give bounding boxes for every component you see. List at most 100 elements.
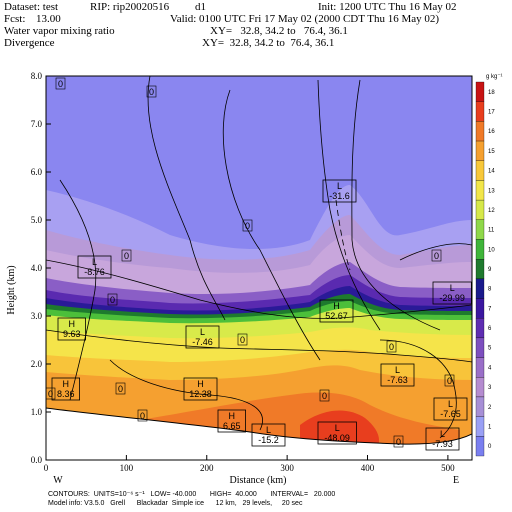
hl-marker-kind: L	[440, 429, 445, 439]
colorbar-swatch	[475, 259, 485, 279]
x-axis: 0 100 200 300 400 500	[44, 455, 455, 473]
colorbar-label: 17	[488, 110, 495, 116]
hl-marker-box	[57, 317, 87, 341]
y-tick-label: 3.0	[31, 311, 43, 321]
x-axis-west: W	[53, 475, 63, 486]
colorbar-swatch	[475, 318, 485, 339]
valid-time: Valid: 0100 UTC Fri 17 May 02 (2000 CDT …	[170, 13, 440, 25]
y-axis-label: Height (km)	[6, 265, 17, 314]
colorbar-label: 16	[488, 129, 495, 135]
hl-marker-kind: L	[335, 423, 340, 433]
zero-label: 0	[124, 251, 129, 261]
zero-label-box	[444, 374, 455, 387]
hl-marker-box	[319, 299, 354, 323]
model-info: Model info: V3.5.0 Grell Blackadar Simpl…	[48, 500, 303, 507]
zero-label-box	[55, 77, 66, 90]
dataset-label: Dataset: test	[4, 1, 59, 13]
hl-marker-kind: L	[92, 257, 97, 267]
colorbar-label: 14	[488, 169, 495, 175]
x-tick-label: 0	[44, 463, 49, 473]
zero-label-box	[137, 409, 148, 422]
forecast-label: Fcst:	[4, 13, 26, 25]
zero-label: 0	[322, 391, 327, 401]
hl-marker-value: -48.09	[324, 433, 350, 443]
hl-marker-box	[322, 179, 357, 203]
x-axis-label: Distance (km)	[230, 475, 287, 486]
colorbar-label: 0	[488, 444, 492, 450]
hl-marker-box	[380, 363, 415, 387]
colorbar-swatch	[475, 180, 485, 201]
colorbar-label: 15	[488, 149, 495, 155]
colorbar-swatch	[475, 81, 485, 102]
x-tick-label: 300	[280, 463, 294, 473]
hl-marker-kind: H	[63, 379, 70, 389]
rip-label: RIP: rip20020516	[90, 1, 170, 13]
hl-marker-kind: H	[197, 379, 204, 389]
zero-label: 0	[434, 251, 439, 261]
x-tick-label: 200	[200, 463, 214, 473]
contour-line	[59, 179, 97, 401]
contour-line	[46, 329, 472, 363]
colorbar-label: 8	[488, 287, 492, 293]
zero-labels: 0 0 0 0 0 0 0 0 0 0 0 0 0 0	[45, 77, 455, 448]
hl-marker-box	[432, 281, 472, 305]
y-tick-label: 1.0	[31, 407, 43, 417]
hl-marker-kind: L	[266, 425, 271, 435]
zero-label-box	[146, 85, 157, 98]
zero-label-box	[237, 333, 248, 346]
hl-marker-kind: H	[69, 319, 76, 329]
hl-marker-value: 9.63	[63, 329, 81, 339]
contour-line	[147, 76, 226, 321]
zero-label: 0	[245, 221, 250, 231]
colorbar-swatch	[475, 337, 485, 358]
hl-marker-box	[317, 421, 357, 445]
hl-marker-kind: H	[229, 411, 236, 421]
x-tick-label: 100	[120, 463, 134, 473]
hl-marker-kind: L	[448, 399, 453, 409]
hl-marker-value: 6.65	[223, 421, 241, 431]
colorbar-swatch	[475, 219, 485, 240]
zero-label: 0	[140, 411, 145, 421]
zero-label-box	[431, 249, 442, 262]
colorbar-swatch	[475, 436, 485, 457]
y-tick-label: 0.0	[31, 455, 43, 465]
hl-marker-box	[77, 255, 112, 279]
hl-marker-box	[433, 397, 468, 421]
hl-marker-box	[251, 423, 286, 447]
field-name-divergence: Divergence	[4, 37, 55, 49]
zero-label-box	[242, 219, 253, 232]
x-axis-east: E	[453, 475, 459, 486]
colorbar-swatch	[475, 199, 485, 220]
zero-label: 0	[396, 437, 401, 447]
x-tick-label: 400	[361, 463, 375, 473]
zero-label: 0	[149, 87, 154, 97]
colorbar-label: 11	[488, 228, 495, 234]
y-tick-label: 8.0	[31, 71, 43, 81]
mixing-ratio-shading	[46, 76, 472, 460]
contour-line	[46, 259, 472, 319]
colorbar-swatch	[475, 121, 485, 142]
y-tick-label: 5.0	[31, 215, 43, 225]
colorbar-label: 2	[488, 405, 492, 411]
colorbar-label: 7	[488, 306, 492, 312]
contour-line	[317, 79, 381, 331]
colorbar-swatch	[475, 278, 485, 299]
hl-marker-kind: L	[200, 327, 205, 337]
field-xy-divergence: XY= 32.8, 34.2 to 76.4, 36.1	[202, 37, 335, 49]
y-tick-label: 7.0	[31, 119, 43, 129]
zero-label-box	[121, 249, 132, 262]
hl-marker-box	[425, 427, 460, 451]
hl-marker-value: -7.93	[432, 439, 453, 449]
hl-marker-box	[217, 409, 247, 433]
field-xy-mixing-ratio: XY= 32.8, 34.2 to 76.4, 36.1	[210, 25, 348, 37]
colorbar-label: 3	[488, 385, 492, 391]
colorbar-swatch	[475, 416, 485, 437]
hl-marker-box	[51, 377, 81, 401]
colorbar-swatch	[475, 377, 485, 398]
contour-info: CONTOURS: UNITS=10⁻⁶ s⁻¹ LOW= -40.000 HI…	[48, 491, 336, 498]
colorbar-label: 5	[488, 346, 492, 352]
forecast-value: 13.00	[36, 13, 61, 25]
